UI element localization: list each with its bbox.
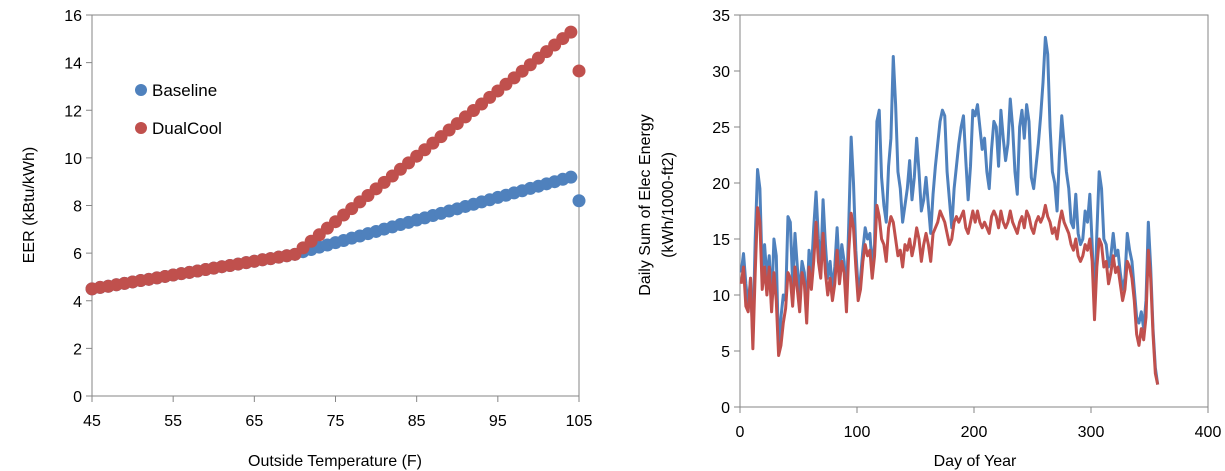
c1-x-tick-label: 85 — [408, 413, 426, 430]
c1-y-tick-label: 4 — [73, 294, 82, 311]
energy-chart: 0 5 10 15 20 25 30 35 0 100 200 300 400 Day of Year… — [637, 8, 1221, 470]
c1-point-baseline — [572, 194, 586, 208]
c2-y-tick-label: 10 — [712, 288, 730, 305]
c1-y-tick-label: 0 — [73, 389, 82, 406]
c2-y-tick-label: 35 — [712, 8, 730, 25]
energy-x-axis-title: Day of Year — [934, 453, 1017, 470]
legend-label-dualcool: DualCool — [152, 119, 222, 138]
c2-y-tick-label: 20 — [712, 176, 730, 193]
c1-point-dualcool — [572, 64, 586, 78]
c2-x-tick-label: 400 — [1195, 424, 1222, 441]
c2-y-tick-label: 25 — [712, 120, 730, 137]
c1-y-tick-label: 12 — [64, 103, 82, 120]
c1-series-dualcool — [85, 25, 586, 296]
eer-y-axis-title: EER (kBtu/kWh) — [21, 147, 38, 263]
c2-x-tick-label: 300 — [1078, 424, 1105, 441]
energy-y-axis-title-line2: (kWh/1000-ft2) — [660, 152, 677, 258]
c2-line-series-2 — [739, 203, 1160, 385]
c1-point-dualcool — [564, 25, 578, 39]
c1-y-tick-label: 10 — [64, 151, 82, 168]
c1-y-tick-label: 8 — [73, 199, 82, 216]
eer-x-axis-title: Outside Temperature (F) — [248, 453, 422, 470]
c1-y-tick-label: 2 — [73, 341, 82, 358]
c2-y-tick-label: 15 — [712, 232, 730, 249]
c2-series-series-1 — [739, 35, 1160, 385]
c1-x-tick-label: 105 — [566, 413, 593, 430]
eer-chart: 0 2 4 6 8 10 12 14 16 45 55 65 75 85 95 105 Outside Te… — [21, 8, 592, 470]
c1-point-baseline — [564, 170, 578, 184]
c2-y-tick-label: 30 — [712, 64, 730, 81]
c2-x-tick-label: 100 — [844, 424, 871, 441]
legend-marker-baseline — [135, 84, 147, 96]
c1-x-tick-label: 45 — [83, 413, 101, 430]
eer-legend: Baseline DualCool — [135, 81, 222, 138]
c2-y-tick-label: 5 — [721, 344, 730, 361]
c1-x-tick-label: 55 — [164, 413, 182, 430]
legend-marker-dualcool — [135, 122, 147, 134]
c1-x-tick-label: 65 — [245, 413, 263, 430]
legend-label-baseline: Baseline — [152, 81, 217, 100]
c1-x-tick-label: 75 — [327, 413, 345, 430]
c1-x-tick-label: 95 — [489, 413, 507, 430]
c2-x-tick-label: 0 — [736, 424, 745, 441]
c1-y-tick-label: 6 — [73, 246, 82, 263]
c1-y-tick-label: 16 — [64, 8, 82, 25]
c2-x-tick-label: 200 — [961, 424, 988, 441]
c1-y-tick-label: 14 — [64, 56, 82, 73]
c2-series-series-2 — [739, 203, 1160, 385]
c2-line-series-1 — [739, 35, 1160, 385]
c2-y-tick-label: 0 — [721, 400, 730, 417]
energy-y-axis-title-line1: Daily Sum of Elec Energy — [637, 114, 654, 295]
